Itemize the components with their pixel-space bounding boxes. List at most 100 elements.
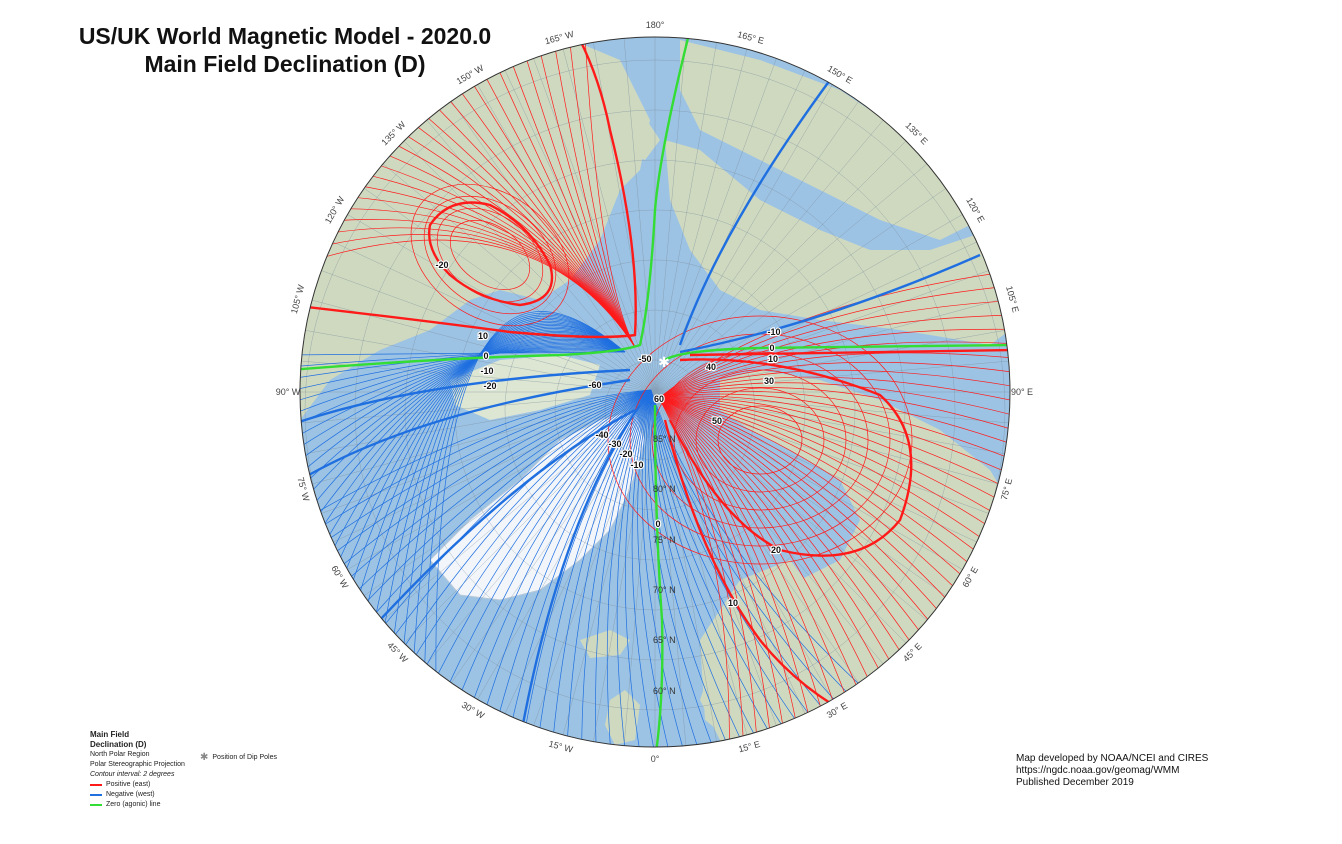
agonic-line-west [300,37,692,372]
contour-label: -20 [619,449,632,459]
positive-contour [658,265,1010,399]
contour-20-east [668,358,913,557]
negative-contour [300,389,652,595]
contour-label: -20 [435,260,448,270]
meridian-line [533,391,656,726]
meridian-line [654,391,907,644]
contour-label: 0 [655,519,660,529]
meridian-line [593,391,656,742]
meridian-line [333,241,656,393]
legend-positive-label: Positive (east) [106,781,151,788]
legend-negative-row: Negative (west) [90,790,185,800]
parallel-circle [554,309,756,511]
meridian-line [654,58,777,393]
contour-label: 0 [769,343,774,353]
positive-contour [658,361,1010,399]
negative-contour [606,389,652,747]
negative-contour [360,320,626,693]
meridian-line [654,360,1009,393]
longitude-label: 30° E [825,700,849,720]
land-alaska [540,40,660,160]
negative-contour [308,328,626,631]
positive-contour [563,37,636,348]
negative-contour [349,322,626,681]
credits-line-2: https://ngdc.noaa.gov/geomag/WMM [1016,765,1180,776]
meridian-line [403,391,656,644]
contour-neg20-loop [428,201,554,307]
negative-contour [300,341,626,484]
zero-swatch [90,804,102,806]
negative-contour [616,389,652,747]
meridian-line [654,330,1005,393]
contour-label: 30 [764,376,774,386]
negative-contour [645,389,723,747]
contour-10-west [300,39,637,339]
meridian-line [654,188,946,393]
meridian-line [654,42,717,393]
legend-negative-label: Negative (west) [106,791,155,798]
map-title: US/UK World Magnetic Model - 2020.0 Main… [30,22,540,78]
longitude-label: 150° E [826,63,854,85]
positive-contour [473,37,636,348]
positive-contour [658,328,1010,399]
positive-contour [544,37,636,348]
meridian-line [654,214,963,393]
contour-label: 10 [728,598,738,608]
meridian-line [654,391,1005,454]
contour-neg10-east [678,79,981,354]
legend-zero-row: Zero (agonic) line [90,800,185,810]
positive-contour [658,397,1010,516]
positive-contour [658,390,1010,466]
positive-contour [658,393,1010,483]
positive-contour-loop [651,351,869,529]
parallel-circle [304,59,1006,747]
positive-swatch [90,784,102,786]
meridian-line [301,360,656,393]
meridian-line [654,391,1009,424]
meridian-line [654,270,989,393]
meridian-line [382,391,656,621]
positive-contour [658,395,1010,499]
map-credits: Map developed by NOAA/NCEI and CIRES htt… [1016,753,1208,789]
negative-contour [372,319,626,704]
positive-contour-loop [607,315,913,565]
negative-contour [625,389,653,747]
negative-contour [300,389,652,563]
title-line-1: US/UK World Magnetic Model - 2020.0 [78,23,492,49]
longitude-label: 90° W [276,387,301,397]
longitude-label: 0° [651,754,660,764]
contour-10-east [663,348,1010,722]
land-british-isles [605,690,640,745]
agonic-line-east [664,343,1010,362]
meridian-line [477,84,656,393]
contour-label: -10 [767,327,780,337]
land-greenland [429,409,646,601]
meridian-line [654,119,884,393]
contour-label: -20 [483,381,496,391]
longitude-label: 75° E [999,477,1014,501]
positive-contour [658,281,1010,399]
map-legend: Main Field Declination (D) North Polar R… [90,730,185,810]
map-boundary [299,36,1011,748]
legend-interval: Contour interval: 2 degrees [90,771,175,778]
meridian-line [333,391,656,543]
credits-line-3: Published December 2019 [1016,777,1134,788]
negative-swatch [90,794,102,796]
meridian-line [533,58,656,393]
longitude-label: 180° [646,20,665,30]
negative-contour [300,336,626,546]
contour-neg10-west [300,368,641,741]
contour-label: -50 [638,354,651,364]
positive-contour-loop [673,369,847,511]
longitude-label: 105° W [289,283,306,315]
positive-contour-loop [717,405,803,475]
dip-pole-key: ✱ Position of Dip Poles [200,752,277,763]
longitude-label: 75° W [295,476,311,503]
meridian-line [654,391,977,543]
meridian-line [347,391,656,570]
positive-contour [658,369,1010,399]
negative-contour [423,312,626,743]
negative-contour [300,329,626,618]
positive-contour [658,297,1010,399]
land-scandinavia [700,560,820,740]
